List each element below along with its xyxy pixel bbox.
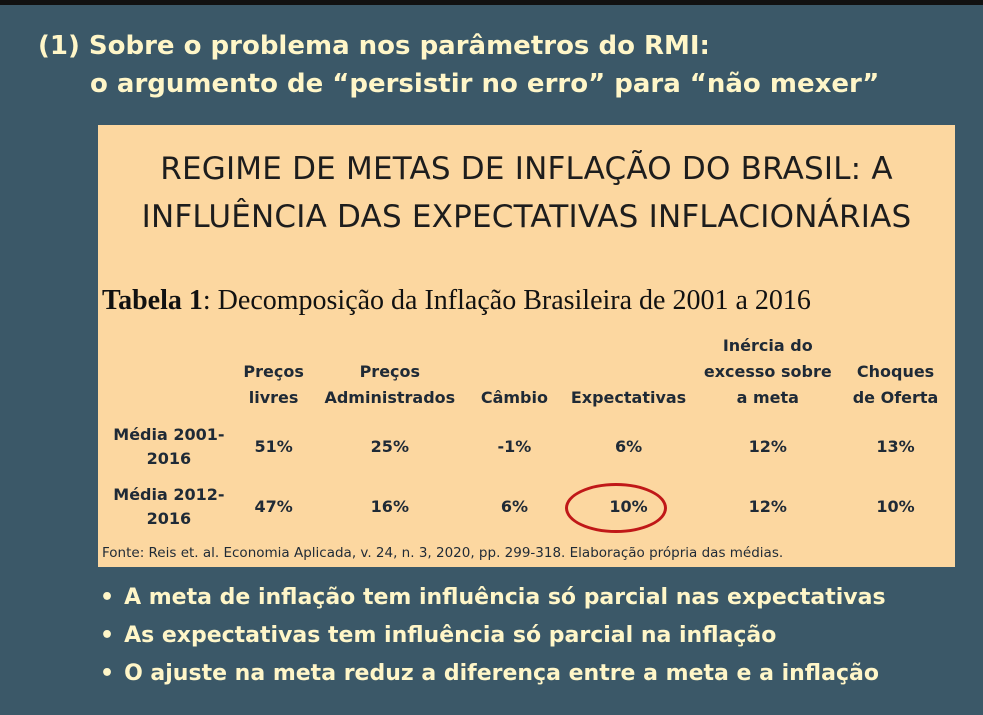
- table-row: Média 2001-2016 51% 25% -1% 6% 12% 13%: [104, 417, 950, 477]
- article-excerpt-card: REGIME DE METAS DE INFLAÇÃO DO BRASIL: A…: [98, 125, 955, 567]
- source-note: Fonte: Reis et. al. Economia Aplicada, v…: [102, 545, 784, 561]
- bullet-item: A meta de inflação tem influência só par…: [100, 579, 885, 617]
- column-header: Câmbio: [480, 388, 548, 407]
- table-cell: 25%: [370, 437, 409, 456]
- slide-heading: (1) Sobre o problema nos parâmetros do R…: [38, 27, 879, 103]
- table-cell: 16%: [370, 497, 409, 516]
- table-cell: 12%: [748, 437, 787, 456]
- bullet-item: O ajuste na meta reduz a diferença entre…: [100, 655, 886, 693]
- highlighted-cell: 10%: [563, 477, 695, 537]
- column-header: Inércia do excesso sobre a meta: [703, 336, 832, 407]
- bullet-item: As expectativas tem influência só parcia…: [100, 617, 886, 655]
- slide: (1) Sobre o problema nos parâmetros do R…: [0, 5, 983, 715]
- table-cell: 6%: [614, 437, 643, 456]
- row-label: Média 2001-2016: [113, 425, 225, 468]
- table-caption-label: Tabela 1: [102, 285, 203, 316]
- table-corner-cell: [104, 333, 234, 417]
- column-header: Preços livres: [243, 362, 304, 407]
- table-cell: -1%: [497, 437, 532, 456]
- table-header-row: Preços livres Preços Administrados Câmbi…: [104, 333, 950, 417]
- table-cell: 51%: [254, 437, 293, 456]
- article-title-line-2: INFLUÊNCIA DAS EXPECTATIVAS INFLACIONÁRI…: [141, 199, 912, 235]
- inflation-decomposition-table: Preços livres Preços Administrados Câmbi…: [104, 333, 950, 537]
- table-row: Média 2012-2016 47% 16% 6% 10% 12% 10%: [104, 477, 950, 537]
- heading-line-2: o argumento de “persistir no erro” para …: [90, 69, 880, 99]
- bullet-list: A meta de inflação tem influência só par…: [100, 579, 886, 693]
- row-label: Média 2012-2016: [113, 485, 225, 528]
- table-caption: Tabela 1: Decomposição da Inflação Brasi…: [102, 285, 811, 317]
- table-cell: 12%: [748, 497, 787, 516]
- article-title-line-1: REGIME DE METAS DE INFLAÇÃO DO BRASIL: A: [160, 151, 893, 187]
- column-header: Expectativas: [570, 388, 687, 407]
- column-header: Preços Administrados: [324, 362, 456, 407]
- highlight-circle: 10%: [565, 483, 668, 533]
- article-title: REGIME DE METAS DE INFLAÇÃO DO BRASIL: A…: [98, 145, 955, 241]
- table-cell: 10%: [876, 497, 915, 516]
- heading-line-1: (1) Sobre o problema nos parâmetros do R…: [38, 31, 710, 61]
- column-header: Choques de Oferta: [852, 362, 939, 407]
- table-cell: 6%: [500, 497, 528, 516]
- red-ellipse-annotation: [565, 483, 668, 533]
- table-caption-text: : Decomposição da Inflação Brasileira de…: [202, 285, 811, 316]
- table-cell: 13%: [876, 437, 915, 456]
- table-cell: 47%: [254, 497, 293, 516]
